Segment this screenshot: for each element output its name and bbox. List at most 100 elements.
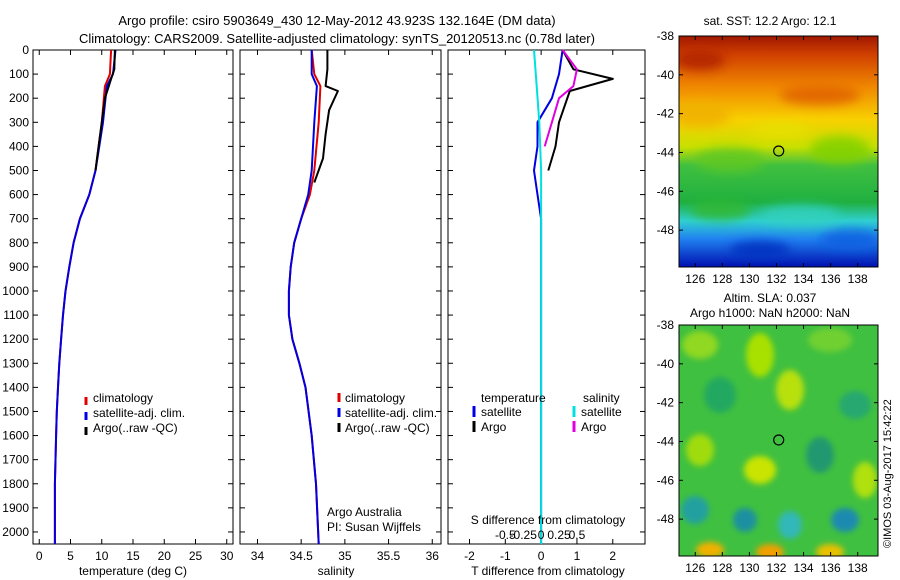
difference-legend: temperature salinity satellite Argo sate… [472,391,622,434]
x-tick-label: 1 [574,549,581,563]
map-y-tick-label: -42 [657,107,675,121]
temperature-xlabel: temperature (deg C) [79,564,187,578]
map-x-tick-label: 128 [712,561,732,575]
map-x-tick-label: 126 [685,272,705,286]
temperature-legend: climatology satellite-adj. clim. Argo(..… [84,391,185,435]
legend-climatology-label: climatology [93,391,153,405]
y-tick-label: 1400 [2,380,29,394]
map-x-tick-label: 134 [794,561,814,575]
x-tick-label: -2 [464,549,475,563]
map-x-tick-label: 130 [739,561,759,575]
argo-location-marker [773,434,785,446]
s-tick-label: -0.5 [495,528,516,542]
y-tick-label: 1900 [2,501,29,515]
legend-argo-label: Argo(..raw -QC) [345,421,430,435]
map-y-tick-label: -44 [657,145,675,159]
legend-salinity-header: salinity [583,391,620,405]
series-line-argo-raw-qc- [313,50,339,183]
figure-title-line1: Argo profile: csiro 5903649_430 12-May-2… [118,13,555,28]
s-tick-label: 0.25 [547,528,571,542]
legend-s-argo-label: Argo [581,420,607,434]
map-x-tick-label: 130 [739,272,759,286]
credit-text: Argo Australia [327,505,402,519]
x-tick-label: 34 [251,549,265,563]
temperature-panel-frame [32,49,234,545]
sst-map: sat. SST: 12.2 Argo: 12.1 126 128 130 132 13… [657,14,879,286]
figure-title-line2: Climatology: CARS2009. Satellite-adjuste… [79,31,595,46]
legend-satellite-label: satellite-adj. clim. [345,406,437,420]
y-tick-label: 1800 [2,477,29,491]
map-y-tick-label: -48 [657,512,675,526]
x-tick-label: 35.5 [377,549,401,563]
map-y-tick-label: -38 [657,29,675,43]
sst-map-frame [678,35,879,268]
legend-climatology-label: climatology [345,391,405,405]
x-tick-label: 25 [189,549,203,563]
salinity-legend: climatology satellite-adj. clim. Argo(..… [337,391,437,435]
map-x-tick-label: 132 [766,561,786,575]
difference-panel: -2 -1 0 1 2 S difference from climatology -0… [447,49,646,578]
x-tick-label: -1 [500,549,511,563]
x-tick-label: 0 [36,549,43,563]
x-tick-label: 36 [426,549,440,563]
y-tick-label: 800 [9,236,29,250]
x-tick-label: 10 [95,549,109,563]
map-y-tick-label: -48 [657,223,675,237]
y-tick-label: 1700 [2,453,29,467]
y-tick-label: 1500 [2,404,29,418]
map-x-tick-label: 132 [766,272,786,286]
legend-s-satellite-label: satellite [581,405,622,419]
legend-temperature-header: temperature [481,391,546,405]
x-tick-label: 0 [538,549,545,563]
y-tick-label: 1300 [2,356,29,370]
sst-field [679,36,878,267]
legend-argo-label: Argo(..raw -QC) [93,421,178,435]
map-x-tick-label: 136 [821,272,841,286]
map-x-tick-label: 128 [712,272,732,286]
x-tick-label: 2 [609,549,616,563]
sst-map-title: sat. SST: 12.2 Argo: 12.1 [704,14,837,28]
map-x-tick-label: 138 [848,561,868,575]
series-line-argo-raw-qc- [94,49,116,171]
legend-t-argo-label: Argo [481,420,507,434]
salinity-panel: 34 34.5 35 35.5 36 salinity climatology sate… [239,49,442,578]
sla-map-subtitle: Argo h1000: NaN h2000: NaN [690,306,850,320]
imos-stamp: ©IMOS 03-Aug-2017 15:42:22 [882,399,894,548]
x-tick-label: 20 [158,549,172,563]
argo-location-marker [773,145,785,157]
y-tick-label: 1200 [2,332,29,346]
y-tick-label: 1100 [3,308,29,322]
sla-map-frame [678,324,879,557]
y-tick-label: 200 [9,91,29,105]
x-tick-label: 15 [126,549,140,563]
s-tick-label: 0.5 [569,528,586,542]
s-tick-label: 0 [538,528,545,542]
difference-panel-frame [447,49,646,545]
map-x-tick-label: 134 [794,272,814,286]
legend-satellite-label: satellite-adj. clim. [93,406,185,420]
map-x-tick-label: 126 [685,561,705,575]
map-y-tick-label: -46 [657,184,675,198]
salinity-panel-frame [239,49,442,545]
y-tick-label: 400 [9,139,29,153]
sla-map: Altim. SLA: 0.037 Argo h1000: NaN h2000:… [657,291,879,575]
x-tick-label: 5 [67,549,74,563]
series-line-satellite-adj-clim- [53,49,117,544]
y-tick-label: 500 [9,163,29,177]
sla-field [679,325,878,556]
series-line-s-argo [543,49,578,147]
s-difference-label: S difference from climatology [471,513,626,527]
map-y-tick-label: -40 [657,357,675,371]
s-tick-label: -0.25 [510,528,538,542]
series-line-t-argo [547,49,614,171]
y-tick-label: 300 [9,115,29,129]
y-tick-label: 1000 [2,284,29,298]
map-y-tick-label: -42 [657,396,675,410]
temperature-panel: 0100200300400500600700800900100011001200… [2,43,233,578]
y-tick-label: 600 [9,188,29,202]
x-tick-label: 35 [338,549,352,563]
map-y-tick-label: -40 [657,68,675,82]
y-tick-label: 0 [22,43,29,57]
map-y-tick-label: -46 [657,473,675,487]
